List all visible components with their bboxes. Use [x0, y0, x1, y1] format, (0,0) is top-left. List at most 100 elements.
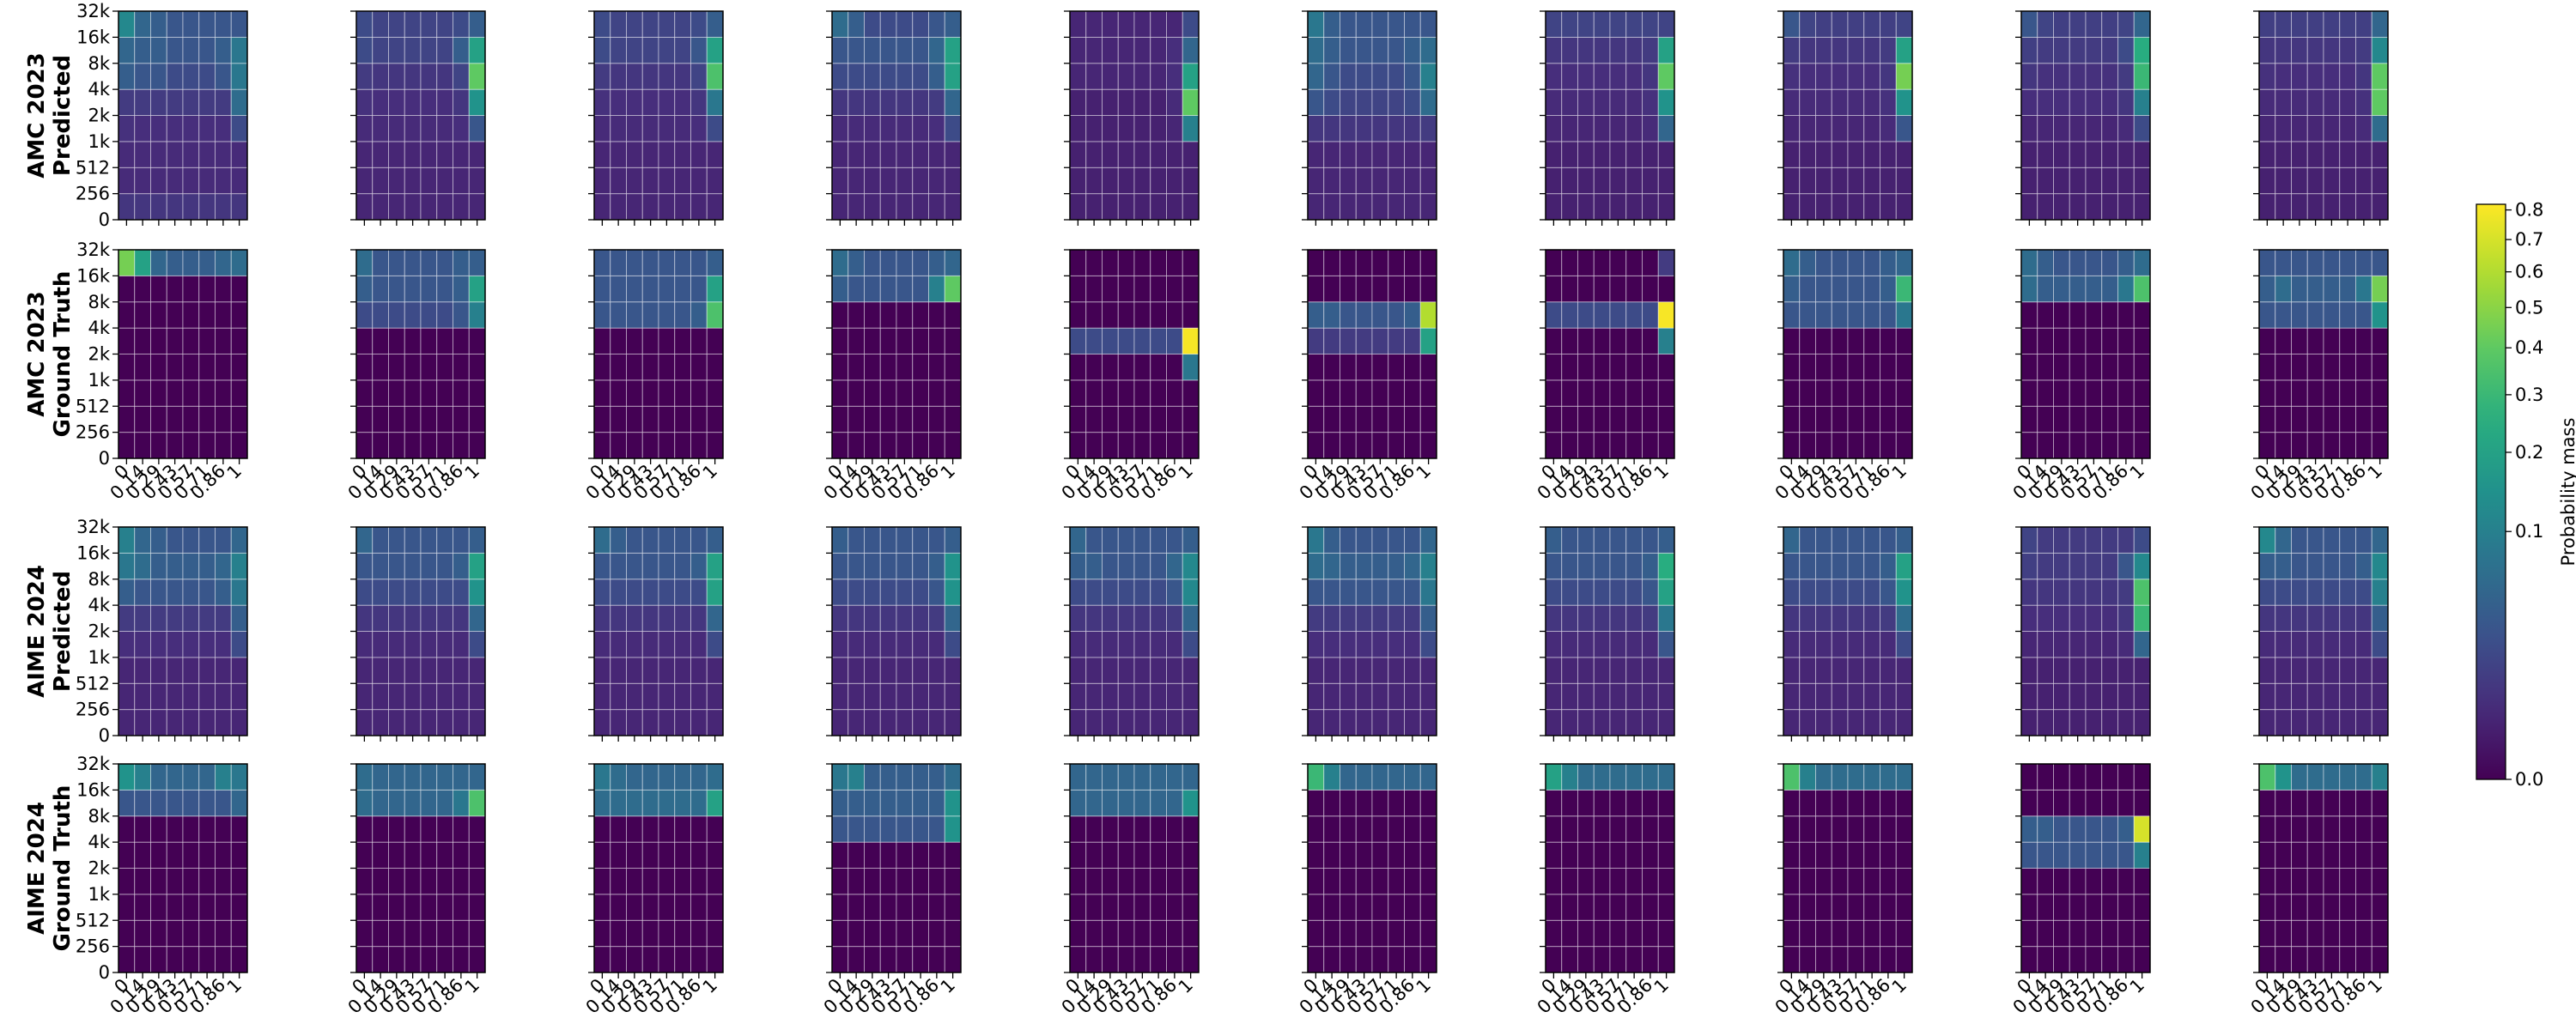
- heatmap-cell: [1117, 275, 1135, 303]
- heatmap-cell: [1085, 167, 1103, 195]
- heatmap-cell: [1388, 10, 1405, 38]
- heatmap-cell: [1404, 631, 1421, 658]
- heatmap-cell: [1404, 709, 1421, 736]
- colorbar-tick-label: 0.0: [2515, 769, 2543, 790]
- heatmap-cell: [1340, 709, 1357, 736]
- heatmap-cell: [1642, 789, 1659, 817]
- heatmap-cell: [2101, 815, 2118, 843]
- heatmap-cell: [1895, 327, 1913, 354]
- heatmap-cell: [166, 946, 184, 973]
- heatmap-cell: [1545, 36, 1563, 64]
- heatmap-cell: [1642, 709, 1659, 736]
- heatmap-cell: [1895, 552, 1913, 580]
- heatmap-cell: [1625, 946, 1643, 973]
- heatmap-cell: [453, 841, 470, 869]
- heatmap-cell: [150, 868, 167, 895]
- heatmap-cell: [2053, 193, 2070, 221]
- heatmap-cell: [1117, 167, 1135, 195]
- heatmap-cell: [1133, 88, 1151, 116]
- heatmap-cell: [1307, 10, 1325, 38]
- heatmap-cell: [436, 919, 453, 948]
- heatmap-cell: [1069, 405, 1087, 433]
- heatmap-cell: [1593, 193, 1611, 221]
- heatmap-cell: [1847, 682, 1865, 711]
- heatmap-cell: [166, 579, 184, 606]
- heatmap-cell: [610, 275, 627, 303]
- heatmap-cell: [1863, 526, 1880, 554]
- heatmap-cell: [848, 763, 865, 791]
- heatmap-cell: [690, 631, 708, 658]
- heatmap-cell: [198, 763, 216, 791]
- heatmap-cell: [2291, 657, 2308, 684]
- heatmap-cell: [848, 88, 865, 116]
- heatmap-cell: [230, 919, 248, 948]
- heatmap-cell: [2355, 327, 2372, 354]
- heatmap-cell: [1117, 432, 1135, 459]
- heatmap-cell: [1609, 604, 1627, 632]
- heatmap-cell: [1150, 763, 1167, 791]
- heatmap-cell: [1815, 275, 1832, 303]
- heatmap-cell: [1150, 354, 1167, 381]
- heatmap-cell: [1863, 894, 1880, 921]
- heatmap-cell: [1577, 657, 1595, 684]
- heatmap-cell: [690, 815, 708, 843]
- heatmap-cell: [1783, 709, 1801, 736]
- heatmap-cell: [2133, 789, 2151, 817]
- heatmap-cell: [2291, 946, 2308, 973]
- heatmap-cell: [2371, 763, 2389, 791]
- heatmap-cell: [1831, 946, 1849, 973]
- heatmap-cell: [848, 841, 865, 869]
- heatmap-cell: [1545, 763, 1563, 791]
- heatmap-cell: [1133, 709, 1151, 736]
- heatmap-cell: [831, 275, 849, 303]
- heatmap-cell: [118, 631, 136, 658]
- heatmap-cell: [404, 868, 422, 895]
- heatmap-cell: [1642, 275, 1659, 303]
- heatmap-cell: [355, 405, 374, 433]
- heatmap-cell: [1545, 141, 1563, 168]
- heatmap-cell: [372, 36, 389, 64]
- heatmap-cell: [134, 894, 151, 921]
- heatmap-cell: [1831, 894, 1849, 921]
- colorbar: [2476, 203, 2506, 780]
- heatmap-cell: [1404, 63, 1421, 90]
- heatmap-cell: [1815, 88, 1832, 116]
- heatmap-cell: [134, 552, 151, 580]
- heatmap-cell: [1182, 249, 1200, 276]
- heatmap-cell: [1323, 579, 1340, 606]
- heatmap-cell: [404, 789, 422, 817]
- heatmap-cell: [1625, 631, 1643, 658]
- row-label-line: Predicted: [50, 571, 76, 692]
- heatmap-cell: [1609, 763, 1627, 791]
- heatmap-cell: [1880, 682, 1897, 711]
- heatmap-cell: [1799, 604, 1816, 632]
- heatmap-cell: [1642, 631, 1659, 658]
- heatmap-cell: [706, 526, 724, 554]
- heatmap-cell: [372, 432, 389, 459]
- heatmap-cell: [1609, 115, 1627, 142]
- heatmap-cell: [2085, 36, 2103, 64]
- heatmap-cell: [2117, 604, 2135, 632]
- heatmap-cell: [215, 249, 232, 276]
- heatmap-cell: [166, 763, 184, 791]
- heatmap-cell: [2306, 10, 2324, 38]
- heatmap-cell: [1340, 657, 1357, 684]
- heatmap-cell: [1593, 552, 1611, 580]
- heatmap-cell: [2101, 275, 2118, 303]
- heatmap-cell: [1340, 604, 1357, 632]
- heatmap-cell: [1340, 841, 1357, 869]
- heatmap-cell: [2371, 405, 2389, 433]
- heatmap-cell: [420, 682, 438, 711]
- heatmap-cell: [420, 579, 438, 606]
- heatmap-cell: [1102, 405, 1119, 433]
- heatmap-cell: [864, 36, 881, 64]
- heatmap-cell: [1307, 88, 1325, 116]
- heatmap-cell: [848, 193, 865, 221]
- heatmap-cell: [2020, 115, 2038, 142]
- heatmap-cell: [896, 709, 914, 736]
- heatmap-cell: [404, 36, 422, 64]
- heatmap-cell: [372, 579, 389, 606]
- heatmap-cell: [1307, 789, 1325, 817]
- heatmap-cell: [1182, 275, 1200, 303]
- heatmap-cell: [674, 709, 691, 736]
